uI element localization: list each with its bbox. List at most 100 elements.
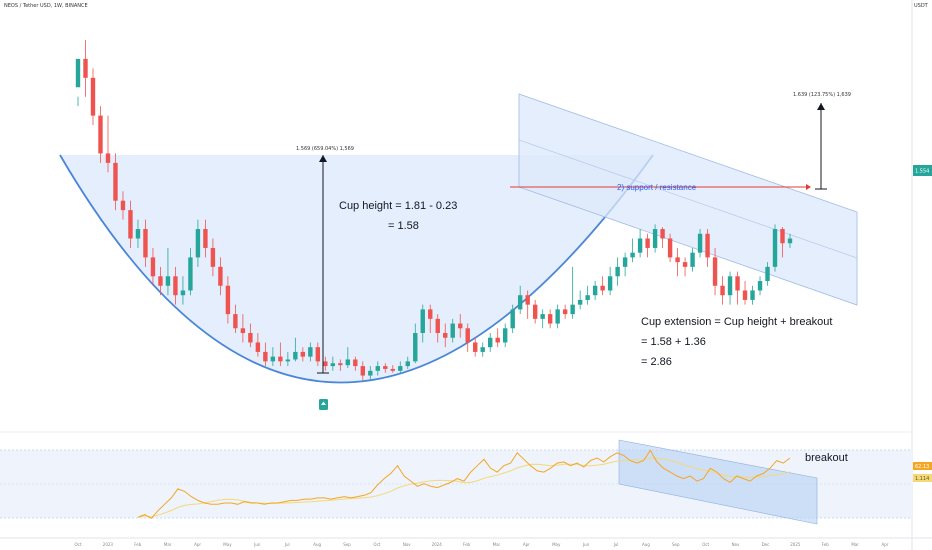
time-axis-label: Dec [762, 542, 770, 547]
time-axis-label: Sep [672, 542, 680, 547]
candle-body [135, 229, 141, 239]
rsi-line [137, 449, 791, 520]
candle-body [772, 229, 778, 267]
candle-body [420, 309, 425, 334]
candle-body [652, 229, 658, 248]
candle-body [532, 304, 538, 319]
candle-body [682, 262, 688, 267]
time-axis-label: Mar [164, 542, 172, 547]
candle-body [517, 295, 523, 310]
time-axis-label: May [223, 542, 232, 547]
candle-body [547, 314, 553, 324]
event-marker-icon [321, 401, 326, 405]
price-channel [518, 93, 858, 306]
breakout-label: breakout [805, 452, 848, 464]
time-axis-label: Jun [582, 542, 590, 547]
candle-body [637, 238, 643, 253]
candle-body [180, 290, 186, 296]
candle-body [705, 233, 710, 258]
candle-body [195, 229, 201, 258]
rsi-channel [618, 439, 818, 525]
candle-body [690, 252, 695, 267]
candle-body [712, 257, 718, 286]
time-axis-label: Mar [493, 542, 501, 547]
candle-body [255, 342, 261, 352]
candle-body [308, 347, 313, 357]
candle-body [203, 229, 208, 248]
time-axis-label: Oct [75, 542, 82, 547]
candle-body [750, 290, 755, 300]
time-axis-label: Sep [343, 542, 351, 547]
candle-body [323, 361, 328, 367]
candle-body [480, 347, 485, 352]
time-axis: Oct 2023 Feb Mar Apr May Jun Jul Aug Sep Oct Nov 202… [75, 542, 889, 547]
candle-body [300, 351, 306, 357]
candle-body [285, 359, 291, 362]
time-axis-label: Apr [523, 542, 530, 547]
candle-body [458, 323, 463, 329]
currency-label: USDT [914, 3, 929, 9]
candle-body [735, 276, 740, 291]
time-axis-label: Feb [822, 542, 830, 547]
cup-height-text-2: = 1.58 [388, 220, 419, 232]
time-axis-label: Jul [284, 542, 290, 547]
cup-ext-text-2: = 1.58 + 1.36 [641, 336, 706, 348]
candle-body [338, 363, 343, 366]
candle-body [83, 58, 88, 78]
time-axis-label: Jun [253, 542, 261, 547]
time-axis-label: Jul [613, 542, 619, 547]
candle-body [450, 323, 455, 338]
candle-body [630, 252, 635, 258]
candle-body [727, 276, 733, 296]
candle-body [757, 281, 763, 291]
candle-body [368, 370, 373, 376]
candle-body [75, 58, 81, 88]
candle-body [428, 309, 433, 319]
candle-body [495, 337, 500, 343]
cup-ext-text-3: = 2.86 [641, 356, 672, 368]
symbol-line: NEOS / Tether USD, 1W, BINANCE [4, 3, 88, 9]
candle-body [233, 314, 238, 329]
candle-body [443, 333, 448, 338]
candle-body [248, 333, 253, 343]
candle-body [435, 318, 440, 334]
candle-body [120, 200, 126, 211]
candle-body [270, 356, 276, 362]
candle-body [105, 153, 111, 163]
price-badge-text: 1.554 [915, 169, 929, 175]
candle-body [675, 257, 680, 263]
rsi-badge-a [913, 462, 932, 470]
candle-body [615, 266, 620, 277]
cup-height-arrow [319, 155, 327, 162]
price-badge [913, 165, 932, 176]
cup-ext-text-1: Cup extension = Cup height + breakout [641, 316, 832, 328]
support-arrow-head [806, 184, 811, 190]
time-axis-label: 2023 [103, 542, 114, 547]
candle-body [165, 276, 171, 286]
cup-height-text-1: Cup height = 1.81 - 0.23 [339, 200, 457, 212]
rsi-badge-b [913, 474, 932, 482]
time-axis-label: Feb [134, 542, 142, 547]
candle-body [263, 351, 268, 362]
candle-body [540, 314, 545, 319]
candle-body [525, 295, 530, 305]
candle-body [780, 229, 785, 244]
time-axis-label: Apr [194, 542, 201, 547]
candle-body [562, 309, 568, 315]
candle-body [600, 285, 605, 291]
time-axis-label: Oct [702, 542, 709, 547]
candle-body [188, 257, 193, 291]
candle-body [585, 295, 590, 300]
candle-body [360, 366, 365, 376]
candle-body [128, 210, 133, 239]
cup-measure-label: 1.569 (659.04%) 1,569 [296, 146, 354, 152]
time-axis-label: Feb [463, 542, 471, 547]
candle-body [330, 363, 336, 367]
candle-body [240, 328, 246, 334]
candle-body [413, 333, 418, 362]
candle-body [765, 266, 770, 282]
candle-body [720, 285, 725, 296]
candle-body [345, 359, 351, 366]
candle-body [787, 238, 793, 244]
